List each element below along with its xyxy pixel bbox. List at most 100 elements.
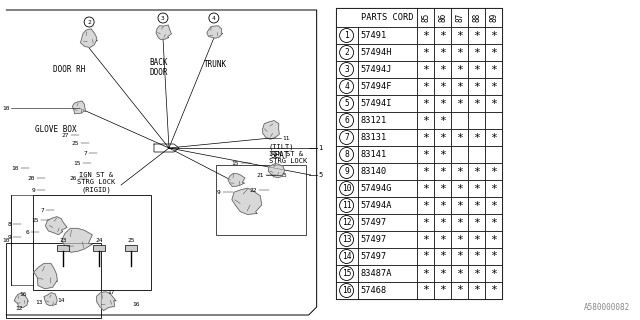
- Text: 9: 9: [344, 167, 349, 176]
- Text: 83131: 83131: [360, 133, 387, 142]
- Text: 12: 12: [15, 306, 23, 310]
- Text: *: *: [440, 132, 446, 142]
- Bar: [451, 27, 468, 44]
- Text: *: *: [440, 116, 446, 125]
- Polygon shape: [61, 228, 92, 252]
- Text: *: *: [422, 166, 429, 177]
- Bar: [335, 231, 358, 248]
- Bar: [451, 180, 468, 197]
- Text: *: *: [490, 30, 497, 41]
- Text: *: *: [490, 252, 497, 261]
- Text: *: *: [456, 166, 463, 177]
- Polygon shape: [14, 293, 28, 308]
- Text: 83487A: 83487A: [360, 269, 392, 278]
- Text: 5: 5: [344, 99, 349, 108]
- Circle shape: [340, 164, 353, 179]
- Bar: [125, 245, 137, 251]
- Text: *: *: [456, 30, 463, 41]
- Circle shape: [209, 13, 219, 23]
- Bar: [435, 146, 451, 163]
- Bar: [468, 197, 485, 214]
- Text: 25: 25: [72, 140, 79, 146]
- Text: 24: 24: [95, 238, 103, 243]
- Bar: [485, 231, 502, 248]
- Text: 25: 25: [127, 238, 135, 243]
- Text: *: *: [456, 285, 463, 295]
- Bar: [417, 282, 435, 299]
- Text: 4: 4: [212, 15, 216, 20]
- Text: DOOR RH: DOOR RH: [53, 65, 85, 74]
- Text: *: *: [490, 285, 497, 295]
- Text: 16: 16: [19, 292, 27, 298]
- Polygon shape: [268, 164, 285, 178]
- Bar: [468, 27, 485, 44]
- Text: *: *: [456, 218, 463, 228]
- Text: 83140: 83140: [360, 167, 387, 176]
- Bar: [435, 112, 451, 129]
- Bar: [335, 95, 358, 112]
- Text: SEAT: SEAT: [271, 150, 289, 159]
- Bar: [417, 180, 435, 197]
- Text: 57494I: 57494I: [360, 99, 392, 108]
- Text: TRUNK: TRUNK: [204, 60, 227, 69]
- Bar: [485, 197, 502, 214]
- Bar: [435, 27, 451, 44]
- Bar: [417, 44, 435, 61]
- Text: *: *: [490, 82, 497, 92]
- Text: *: *: [440, 30, 446, 41]
- Bar: [435, 248, 451, 265]
- Bar: [358, 95, 417, 112]
- Text: PARTS CORD: PARTS CORD: [361, 13, 414, 22]
- Bar: [451, 44, 468, 61]
- Text: 9: 9: [31, 188, 35, 193]
- Text: *: *: [440, 252, 446, 261]
- Text: *: *: [440, 235, 446, 244]
- Text: 10: 10: [12, 165, 19, 171]
- Polygon shape: [81, 29, 97, 47]
- Bar: [335, 282, 358, 299]
- Text: *: *: [490, 65, 497, 75]
- Bar: [335, 8, 417, 27]
- Bar: [358, 248, 417, 265]
- Bar: [335, 197, 358, 214]
- Text: *: *: [440, 285, 446, 295]
- Bar: [451, 8, 468, 27]
- Bar: [358, 44, 417, 61]
- Bar: [435, 180, 451, 197]
- Text: *: *: [440, 218, 446, 228]
- Text: IGN ST &
STRG LOCK
(RIGID): IGN ST & STRG LOCK (RIGID): [77, 172, 115, 193]
- Text: *: *: [422, 218, 429, 228]
- Text: 5: 5: [319, 172, 323, 178]
- Text: *: *: [474, 235, 480, 244]
- Bar: [485, 248, 502, 265]
- Bar: [435, 95, 451, 112]
- Bar: [451, 129, 468, 146]
- Text: *: *: [440, 82, 446, 92]
- Bar: [358, 197, 417, 214]
- Text: 57491: 57491: [360, 31, 387, 40]
- Text: *: *: [456, 99, 463, 108]
- Text: *: *: [422, 201, 429, 211]
- Bar: [468, 129, 485, 146]
- Text: 11: 11: [283, 135, 290, 140]
- Bar: [435, 265, 451, 282]
- Bar: [435, 214, 451, 231]
- Text: 10: 10: [2, 237, 10, 243]
- Bar: [485, 146, 502, 163]
- Text: 15: 15: [74, 161, 81, 165]
- Bar: [485, 112, 502, 129]
- Text: *: *: [422, 252, 429, 261]
- Bar: [358, 231, 417, 248]
- Text: *: *: [474, 201, 480, 211]
- Circle shape: [340, 181, 353, 196]
- Circle shape: [340, 62, 353, 76]
- Circle shape: [340, 45, 353, 60]
- Bar: [417, 248, 435, 265]
- Text: *: *: [440, 201, 446, 211]
- Bar: [485, 44, 502, 61]
- Bar: [358, 112, 417, 129]
- Bar: [451, 61, 468, 78]
- Text: *: *: [474, 65, 480, 75]
- Text: 16: 16: [132, 302, 140, 308]
- Bar: [358, 129, 417, 146]
